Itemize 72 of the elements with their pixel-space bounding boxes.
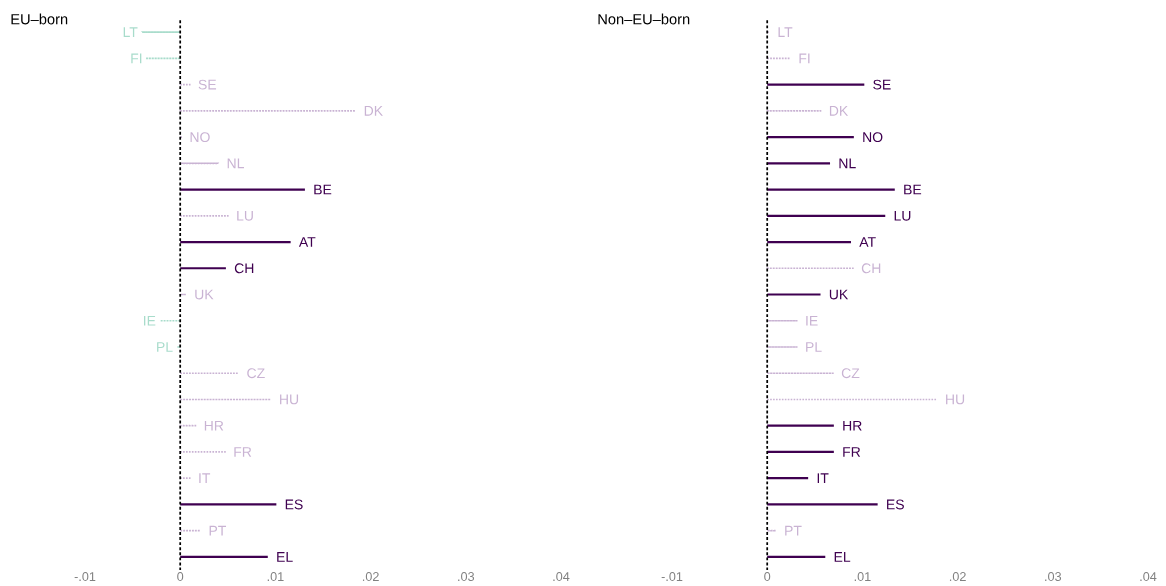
bar xyxy=(767,214,886,217)
category-label: NL xyxy=(227,158,244,169)
category-label: PL xyxy=(157,342,173,352)
category-label: SE xyxy=(873,79,891,90)
bar xyxy=(767,188,895,191)
category-label: HR xyxy=(843,420,862,431)
category-label: LT xyxy=(778,27,793,37)
category-label: IT xyxy=(817,473,829,483)
x-tick-label: .01 xyxy=(854,572,871,582)
category-label: HU xyxy=(946,394,965,405)
category-label: NO xyxy=(190,132,210,143)
x-tick-label: 0 xyxy=(177,572,184,582)
category-label: FR xyxy=(843,447,861,457)
bar xyxy=(767,162,831,165)
category-label: IE xyxy=(806,315,818,326)
x-tick-label: .03 xyxy=(1045,572,1062,582)
category-label: NO xyxy=(863,132,883,143)
bar xyxy=(180,503,277,506)
bar xyxy=(767,503,878,506)
x-tick-label: 0 xyxy=(764,572,771,582)
category-label: CH xyxy=(861,263,881,274)
category-label: SE xyxy=(198,79,217,90)
category-label: PT xyxy=(785,525,802,536)
bar xyxy=(180,188,305,191)
category-label: ES xyxy=(887,499,904,510)
category-label: LU xyxy=(237,210,253,221)
category-label: AT xyxy=(859,237,876,247)
category-label: LU xyxy=(894,210,911,221)
category-label: CZ xyxy=(247,368,265,379)
category-label: IT xyxy=(199,473,211,483)
bar xyxy=(180,267,226,270)
x-tick-label: -.01 xyxy=(74,572,96,582)
x-tick-label: .03 xyxy=(458,572,475,582)
x-tick-label: .01 xyxy=(267,572,284,582)
bar xyxy=(767,83,865,86)
x-tick-label: -.01 xyxy=(661,572,683,582)
category-label: EL xyxy=(277,552,293,562)
category-label: NL xyxy=(839,158,856,169)
category-label: ES xyxy=(285,499,303,510)
x-tick-label: .04 xyxy=(1140,572,1157,582)
chart-title: EU–born xyxy=(11,13,68,25)
category-label: HR xyxy=(204,420,224,431)
category-label: DK xyxy=(364,106,383,116)
category-label: EL xyxy=(834,552,851,562)
category-label: HU xyxy=(280,394,299,405)
category-label: FR xyxy=(234,447,252,457)
bar xyxy=(767,450,834,454)
category-label: BE xyxy=(904,184,922,195)
category-label: FI xyxy=(799,53,810,64)
category-label: AT xyxy=(298,237,316,247)
bar xyxy=(767,135,854,139)
category-label: UK xyxy=(195,289,214,300)
category-label: LT xyxy=(123,27,138,37)
bar xyxy=(180,240,291,244)
category-label: PL xyxy=(806,342,822,352)
bar xyxy=(767,424,834,427)
bar xyxy=(180,555,268,558)
category-label: CH xyxy=(234,263,254,274)
chart-title: Non–EU–born xyxy=(598,13,690,25)
x-tick-label: .02 xyxy=(949,572,966,582)
bar xyxy=(767,555,826,558)
category-label: CZ xyxy=(841,368,860,379)
x-tick-label: .04 xyxy=(553,572,570,582)
x-tick-label: .02 xyxy=(362,572,379,582)
bar xyxy=(767,240,851,244)
category-label: FI xyxy=(131,53,142,64)
bar xyxy=(767,293,821,296)
category-label: BE xyxy=(314,184,332,195)
category-label: IE xyxy=(144,315,156,326)
category-label: UK xyxy=(829,289,849,300)
category-label: PT xyxy=(209,525,227,536)
category-label: DK xyxy=(829,106,849,116)
